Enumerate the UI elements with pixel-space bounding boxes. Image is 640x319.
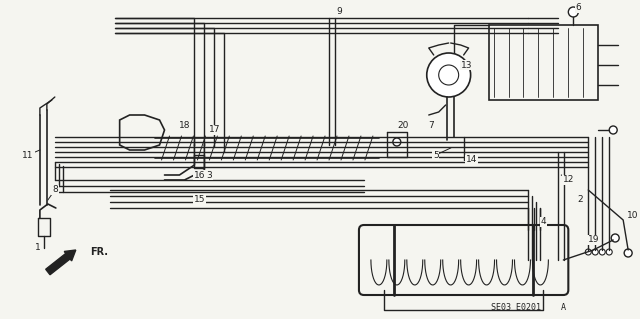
Circle shape <box>393 138 401 146</box>
Circle shape <box>592 249 598 255</box>
Circle shape <box>427 53 470 97</box>
Circle shape <box>611 234 619 242</box>
Bar <box>488 25 598 100</box>
Text: FR.: FR. <box>90 247 108 257</box>
Text: 19: 19 <box>588 235 599 244</box>
Text: 7: 7 <box>428 121 434 130</box>
Text: 14: 14 <box>466 155 477 165</box>
Text: 13: 13 <box>461 61 472 70</box>
Text: 16: 16 <box>194 170 205 180</box>
Text: 11: 11 <box>22 151 34 160</box>
Circle shape <box>599 249 605 255</box>
Text: 8: 8 <box>52 186 58 195</box>
Text: 2: 2 <box>577 196 583 204</box>
Text: 12: 12 <box>563 175 574 184</box>
Circle shape <box>586 249 591 255</box>
Circle shape <box>609 126 617 134</box>
Circle shape <box>438 65 459 85</box>
FancyArrow shape <box>45 250 76 275</box>
Text: 15: 15 <box>194 196 205 204</box>
Text: 6: 6 <box>575 4 581 12</box>
Text: 1: 1 <box>35 243 41 253</box>
Text: 10: 10 <box>627 211 639 219</box>
Text: SE03 E0201    A: SE03 E0201 A <box>491 303 566 313</box>
Text: 3: 3 <box>207 170 212 180</box>
Circle shape <box>606 249 612 255</box>
Text: 9: 9 <box>336 8 342 17</box>
FancyBboxPatch shape <box>359 225 568 295</box>
Circle shape <box>624 249 632 257</box>
Text: 20: 20 <box>397 121 408 130</box>
Circle shape <box>568 7 579 17</box>
Text: 5: 5 <box>433 151 438 160</box>
Text: 4: 4 <box>541 218 546 226</box>
Text: 18: 18 <box>179 121 190 130</box>
Text: 17: 17 <box>209 125 220 135</box>
